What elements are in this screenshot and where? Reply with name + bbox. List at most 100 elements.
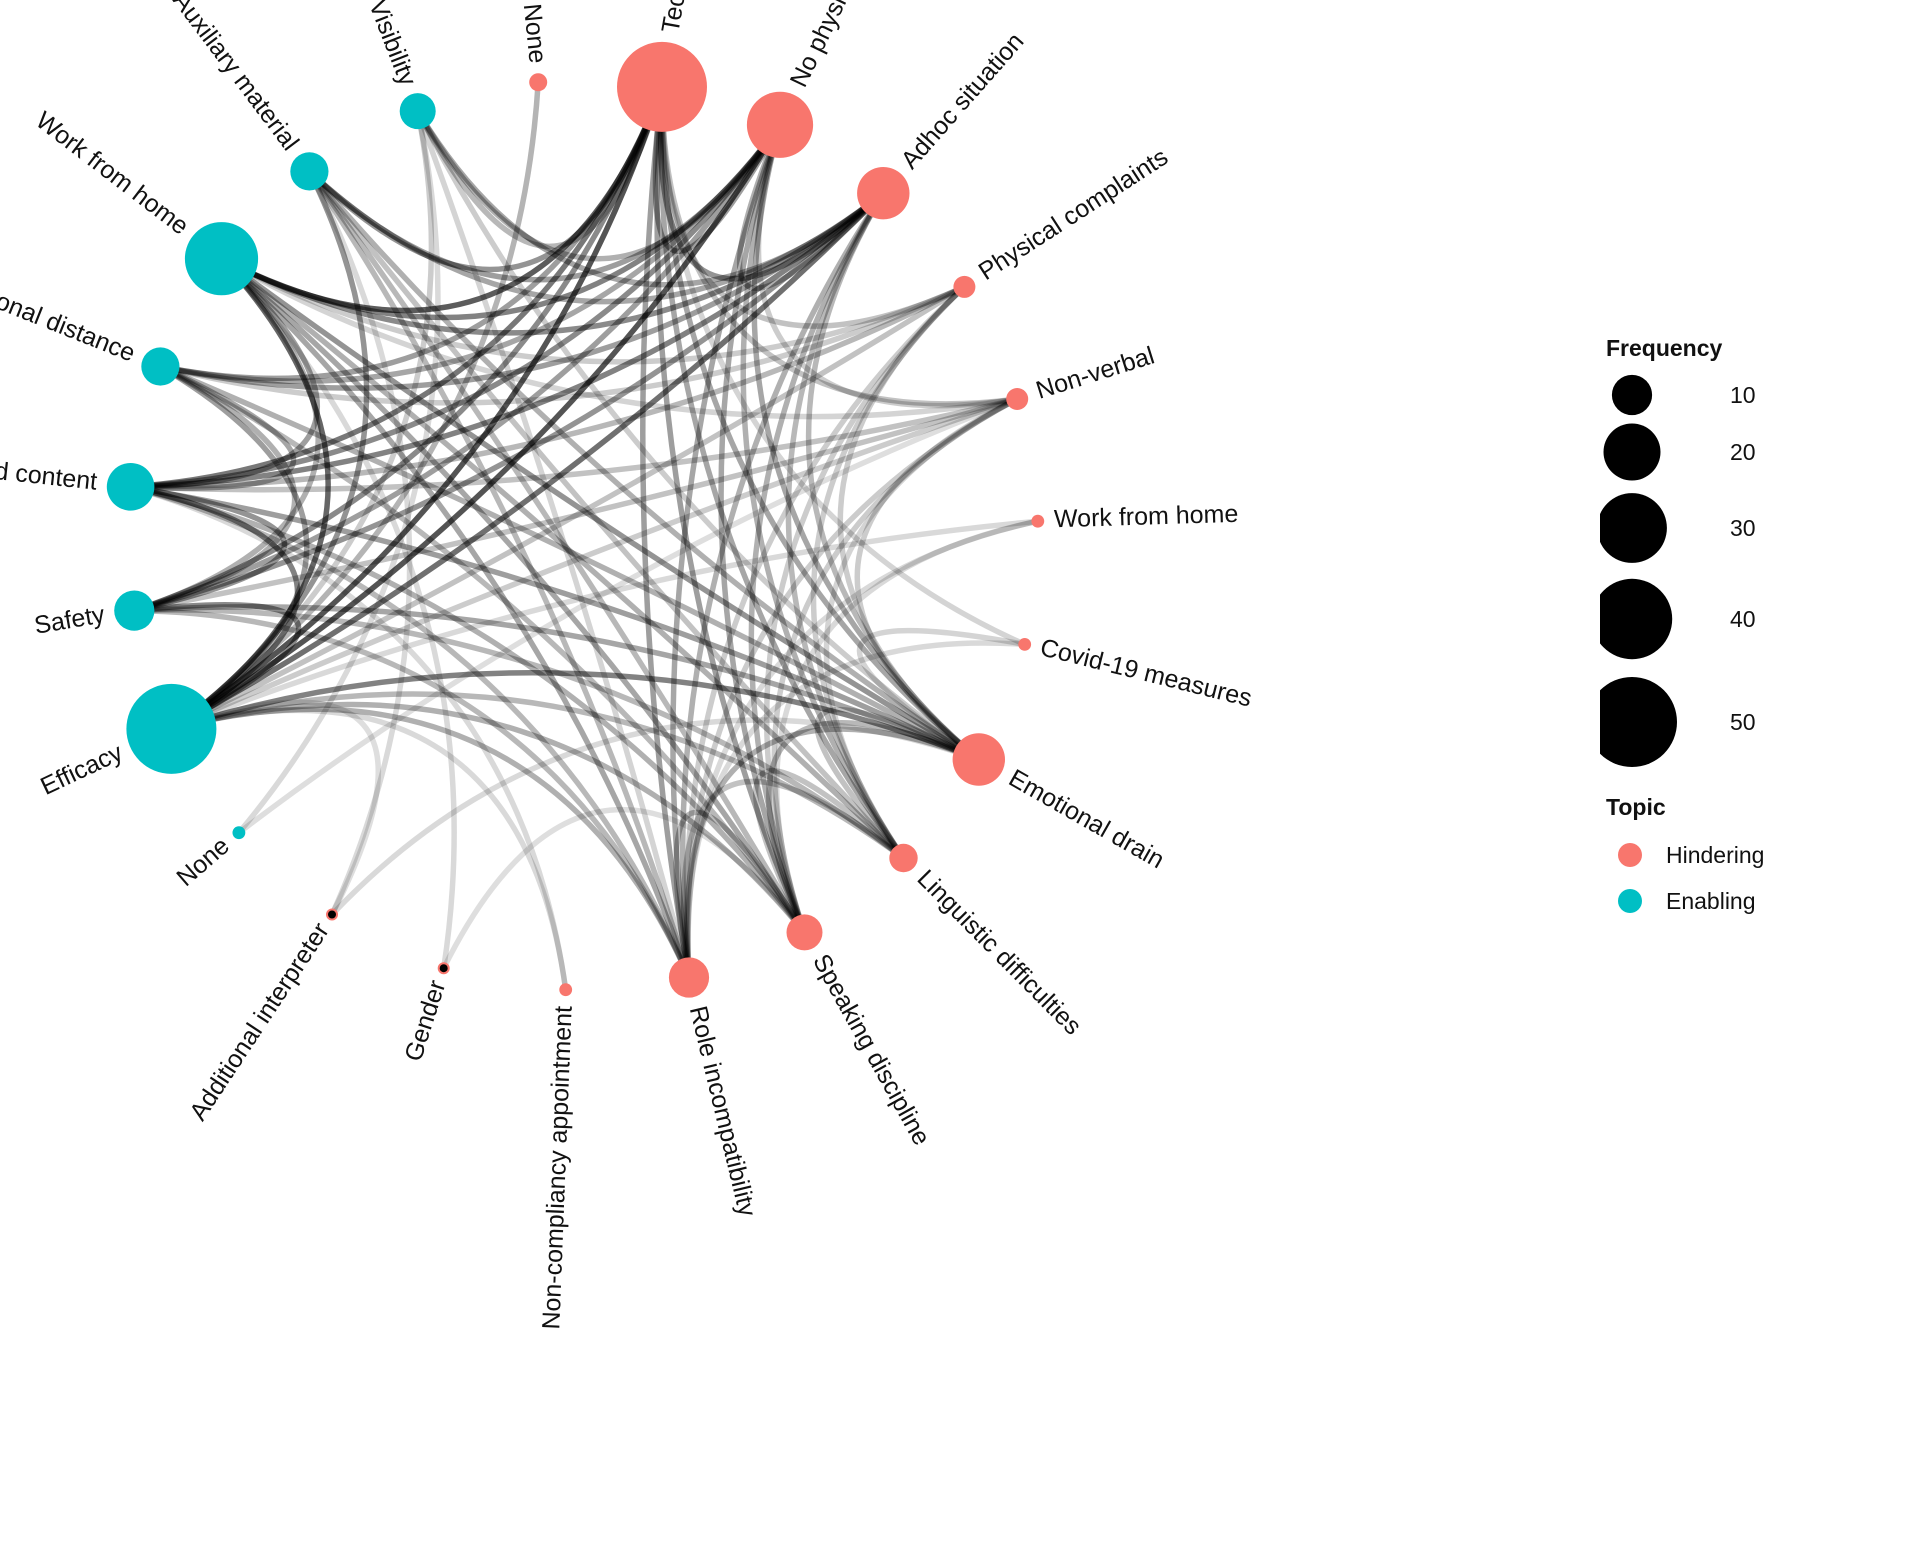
- edge-varied_content-role_incompatibility: [127, 484, 692, 981]
- edge-safety-emotional_distance: [131, 363, 298, 614]
- edge-no_physical_presence-adhoc_situation: [736, 122, 887, 291]
- legend-size-circle-30: [1600, 493, 1667, 563]
- node-label-additional_interpreter: Additional interpreter: [184, 918, 335, 1126]
- edge-visibility-no_physical_presence: [414, 108, 783, 262]
- node-label-role_incompatibility: Role incompatibility: [684, 1003, 762, 1219]
- edge-varied_content-adhoc_situation: [127, 190, 887, 490]
- edge-adhoc_situation-linguistic_difficulties: [785, 190, 907, 861]
- legend-size-label-50: 50: [1730, 709, 1756, 735]
- edge-emotional_distance-emotional_drain: [157, 363, 982, 763]
- edge-work_from_home_h-role_incompatibility: [685, 518, 1041, 981]
- edge-efficacy-work_from_home_h: [168, 518, 1041, 732]
- edge-none_h-efficacy: [168, 79, 541, 732]
- edge-visibility-emotional_drain: [414, 108, 982, 763]
- node-physical_complaints: [953, 275, 976, 298]
- edge-efficacy-visibility: [168, 108, 435, 732]
- edge-efficacy-non_verbal: [168, 396, 1020, 732]
- legend-topic-title: Topic: [1606, 794, 1666, 820]
- edge-non_verbal-role_incompatibility: [685, 396, 1020, 981]
- node-visibility: [399, 93, 436, 130]
- edge-technical-speaking_discipline: [654, 84, 808, 936]
- network-svg: Technical No physical presenceAdhoc situa…: [0, 0, 1255, 1330]
- edge-varied_content-no_physical_presence: [127, 122, 783, 490]
- edge-varied_content-emotional_drain: [127, 484, 982, 763]
- node-no_physical_presence: [746, 91, 814, 158]
- node-emotional_drain: [952, 733, 1005, 786]
- edge-safety-adhoc_situation: [131, 190, 887, 614]
- edge-efficacy-auxiliary_material: [168, 168, 370, 732]
- edge-visibility-role_incompatibility: [414, 108, 692, 981]
- node-label-linguistic_difficulties: Linguistic difficulties: [912, 864, 1087, 1040]
- node-label-adhoc_situation: Adhoc situation: [896, 27, 1030, 174]
- edge-covid19_measures-role_incompatibility: [685, 640, 1028, 981]
- edge-physical_complaints-role_incompatibility: [683, 284, 968, 981]
- node-label-varied_content: Varied content: [0, 451, 99, 496]
- edge-emotional_drain-linguistic_difficulties: [814, 706, 982, 861]
- node-covid19_measures: [1018, 638, 1032, 651]
- node-label-work_from_home_e: Work from home: [30, 106, 193, 240]
- edge-auxiliary_material-technical: [306, 84, 665, 273]
- legend-size-circle-10: [1611, 374, 1653, 416]
- edge-technical-linguistic_difficulties: [658, 84, 907, 861]
- edge-varied_content-speaking_discipline: [127, 484, 808, 936]
- node-label-non_compliancy_appointment: Non-compliancy appointment: [537, 1005, 577, 1330]
- edge-technical-role_incompatibility: [640, 84, 692, 981]
- edge-auxiliary_material-emotional_drain: [306, 168, 982, 763]
- node-label-no_physical_presence: No physical presence: [785, 0, 914, 91]
- edge-physical_complaints-speaking_discipline: [764, 284, 968, 936]
- edge-no_physical_presence-linguistic_difficulties: [740, 122, 907, 861]
- legend-topic-swatch-hindering: [1618, 843, 1642, 867]
- edge-no_physical_presence-role_incompatibility: [670, 122, 783, 981]
- edge-auxiliary_material-speaking_discipline: [306, 168, 808, 936]
- node-technical: [617, 41, 707, 132]
- legend-size-circle-50: [1600, 677, 1677, 767]
- chord-network-diagram: Technical No physical presenceAdhoc situa…: [0, 0, 1255, 1330]
- label-layer: Technical No physical presenceAdhoc situa…: [0, 0, 1255, 1330]
- edge-role_incompatibility-linguistic_difficulties: [681, 778, 907, 981]
- node-safety: [114, 590, 155, 631]
- edge-technical-adhoc_situation: [657, 84, 887, 282]
- node-label-auxiliary_material: Auxiliary material: [167, 0, 304, 156]
- edge-safety-emotional_drain: [131, 603, 982, 763]
- edge-non_compliancy_appointment-varied_content: [127, 484, 569, 993]
- edge-safety-non_verbal: [131, 396, 1020, 614]
- edge-work_from_home_h-speaking_discipline: [774, 518, 1041, 936]
- legend-size-label-40: 40: [1730, 606, 1756, 632]
- edge-additional_interpreter-auxiliary_material: [306, 168, 413, 918]
- node-none_h: [529, 73, 548, 92]
- edge-visibility-technical: [414, 84, 665, 250]
- node-non_verbal: [1006, 388, 1029, 410]
- edge-safety-role_incompatibility: [131, 607, 692, 981]
- node-label-safety: Safety: [32, 600, 107, 640]
- legend-size-circle-20: [1603, 423, 1661, 481]
- edge-work_from_home_e-linguistic_difficulties: [218, 255, 907, 861]
- edge-emotional_distance-speaking_discipline: [157, 363, 808, 936]
- node-none_e: [232, 826, 246, 840]
- edge-emotional_distance-no_physical_presence: [157, 122, 783, 384]
- edge-layer: [127, 79, 1041, 993]
- edge-non_verbal-speaking_discipline: [771, 396, 1020, 936]
- edge-efficacy-linguistic_difficulties: [168, 691, 907, 861]
- node-label-work_from_home_h: Work from home: [1054, 500, 1239, 533]
- node-non_compliancy_appointment: [559, 983, 573, 997]
- edge-role_incompatibility-speaking_discipline: [673, 809, 808, 981]
- edge-emotional_drain-role_incompatibility: [684, 726, 982, 981]
- node-emotional_distance: [141, 347, 180, 386]
- node-speaking_discipline: [786, 914, 823, 951]
- node-work_from_home_h: [1031, 514, 1045, 528]
- edge-safety-technical: [131, 84, 665, 614]
- legend-topic-swatch-enabling: [1618, 889, 1642, 913]
- legend-size-label-30: 30: [1730, 515, 1756, 541]
- legend-topic-label-enabling: Enabling: [1666, 888, 1756, 914]
- node-label-non_verbal: Non-verbal: [1033, 341, 1158, 404]
- legend: Frequency 10 20 30 40 50 Topic Hindering Enab…: [1600, 0, 1900, 1541]
- edge-efficacy-none_h: [168, 79, 541, 732]
- edge-auxiliary_material-adhoc_situation: [306, 168, 887, 305]
- edge-emotional_distance-technical: [157, 84, 665, 381]
- edge-work_from_home_e-physical_complaints: [218, 255, 968, 365]
- edge-none_e-non_verbal: [236, 396, 1020, 836]
- edge-varied_content-physical_complaints: [127, 284, 968, 490]
- edge-additional_interpreter-efficacy: [168, 699, 381, 918]
- node-auxiliary_material: [290, 152, 329, 191]
- node-linguistic_difficulties: [889, 843, 918, 873]
